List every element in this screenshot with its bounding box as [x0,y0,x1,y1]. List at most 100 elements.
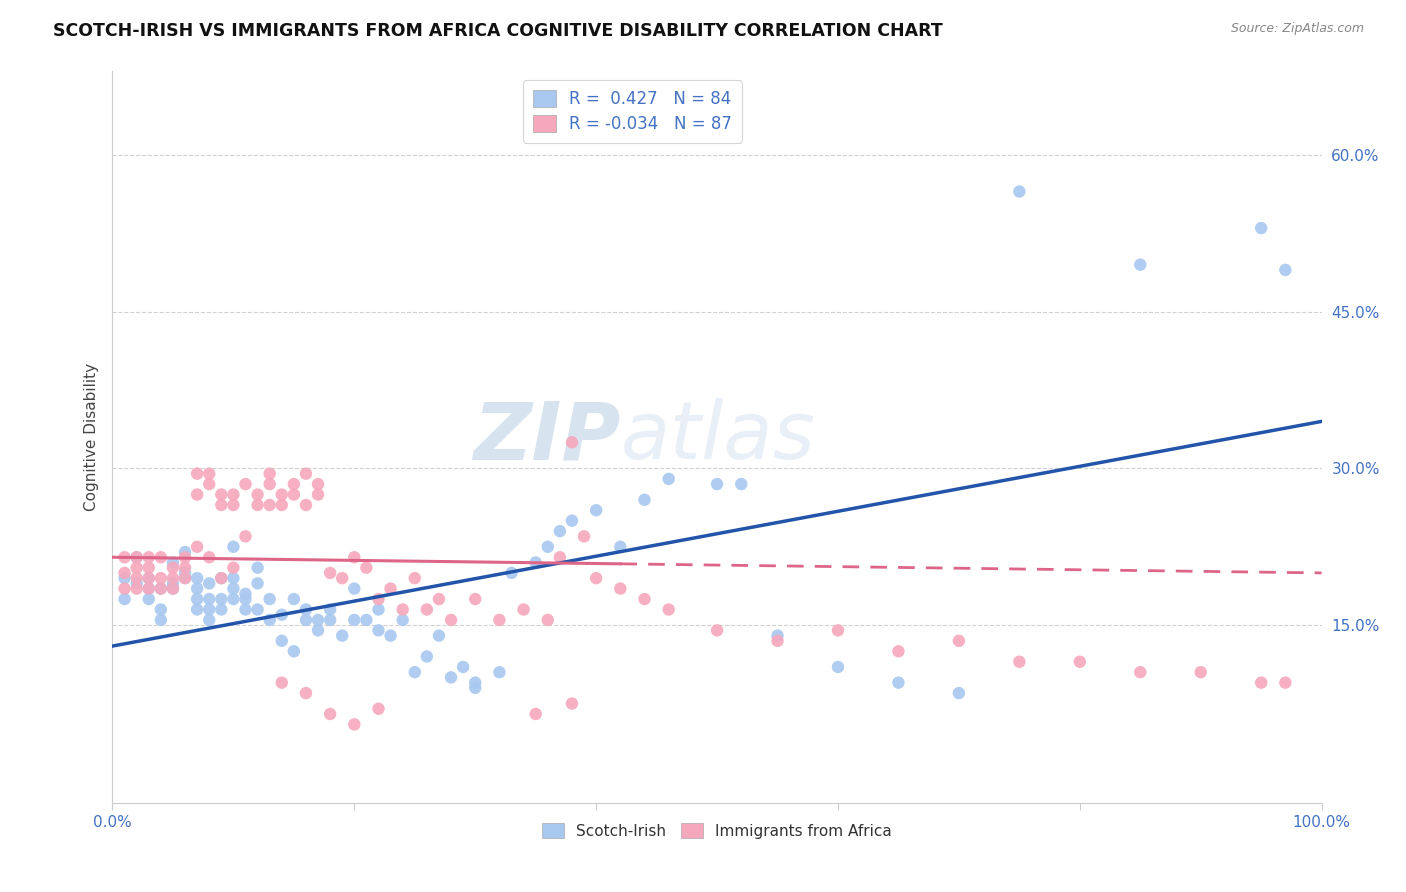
Point [367,624,389,638]
Point [209,487,232,501]
Point [827,624,849,638]
Point [186,487,208,501]
Y-axis label: Cognitive Disability: Cognitive Disability [83,363,98,511]
Point [1069,655,1091,669]
Point [451,660,474,674]
Point [330,571,353,585]
Point [307,477,329,491]
Point [561,697,583,711]
Point [1129,258,1152,272]
Point [259,467,281,481]
Point [343,717,366,731]
Point [246,602,269,616]
Point [125,560,148,574]
Text: Source: ZipAtlas.com: Source: ZipAtlas.com [1230,22,1364,36]
Point [114,582,136,596]
Point [1250,675,1272,690]
Point [283,644,305,658]
Point [827,660,849,674]
Point [209,498,232,512]
Point [235,587,257,601]
Point [1008,185,1031,199]
Point [416,602,439,616]
Point [1129,665,1152,680]
Point [295,686,318,700]
Point [319,566,342,580]
Point [235,602,257,616]
Point [270,498,292,512]
Point [222,582,245,596]
Point [330,629,353,643]
Point [766,629,789,643]
Point [633,492,655,507]
Point [561,514,583,528]
Point [138,592,160,607]
Point [537,613,560,627]
Point [380,582,402,596]
Point [186,571,208,585]
Point [585,571,607,585]
Point [295,498,318,512]
Point [404,571,426,585]
Point [149,550,172,565]
Point [138,571,160,585]
Point [174,560,197,574]
Point [222,540,245,554]
Point [537,540,560,554]
Point [222,560,245,574]
Point [356,613,378,627]
Point [114,550,136,565]
Point [125,571,148,585]
Point [174,550,197,565]
Point [427,592,450,607]
Point [488,665,510,680]
Point [270,633,292,648]
Point [548,550,571,565]
Point [114,566,136,580]
Point [246,560,269,574]
Point [138,582,160,596]
Point [149,582,172,596]
Point [307,487,329,501]
Point [235,477,257,491]
Point [270,675,292,690]
Point [198,576,221,591]
Point [1008,655,1031,669]
Point [222,487,245,501]
Point [162,582,184,596]
Point [1189,665,1212,680]
Point [367,602,389,616]
Point [343,613,366,627]
Point [367,702,389,716]
Point [427,629,450,643]
Point [404,665,426,680]
Point [295,602,318,616]
Point [585,503,607,517]
Point [283,477,305,491]
Point [235,529,257,543]
Point [186,467,208,481]
Point [138,582,160,596]
Point [259,498,281,512]
Point [887,644,910,658]
Point [198,602,221,616]
Point [186,582,208,596]
Point [343,582,366,596]
Point [572,529,595,543]
Point [138,550,160,565]
Point [730,477,752,491]
Point [198,613,221,627]
Point [125,582,148,596]
Point [222,571,245,585]
Point [1250,221,1272,235]
Point [174,571,197,585]
Point [343,550,366,565]
Point [319,706,342,721]
Point [235,592,257,607]
Point [706,477,728,491]
Point [609,582,631,596]
Point [283,487,305,501]
Point [259,477,281,491]
Point [367,592,389,607]
Point [246,487,269,501]
